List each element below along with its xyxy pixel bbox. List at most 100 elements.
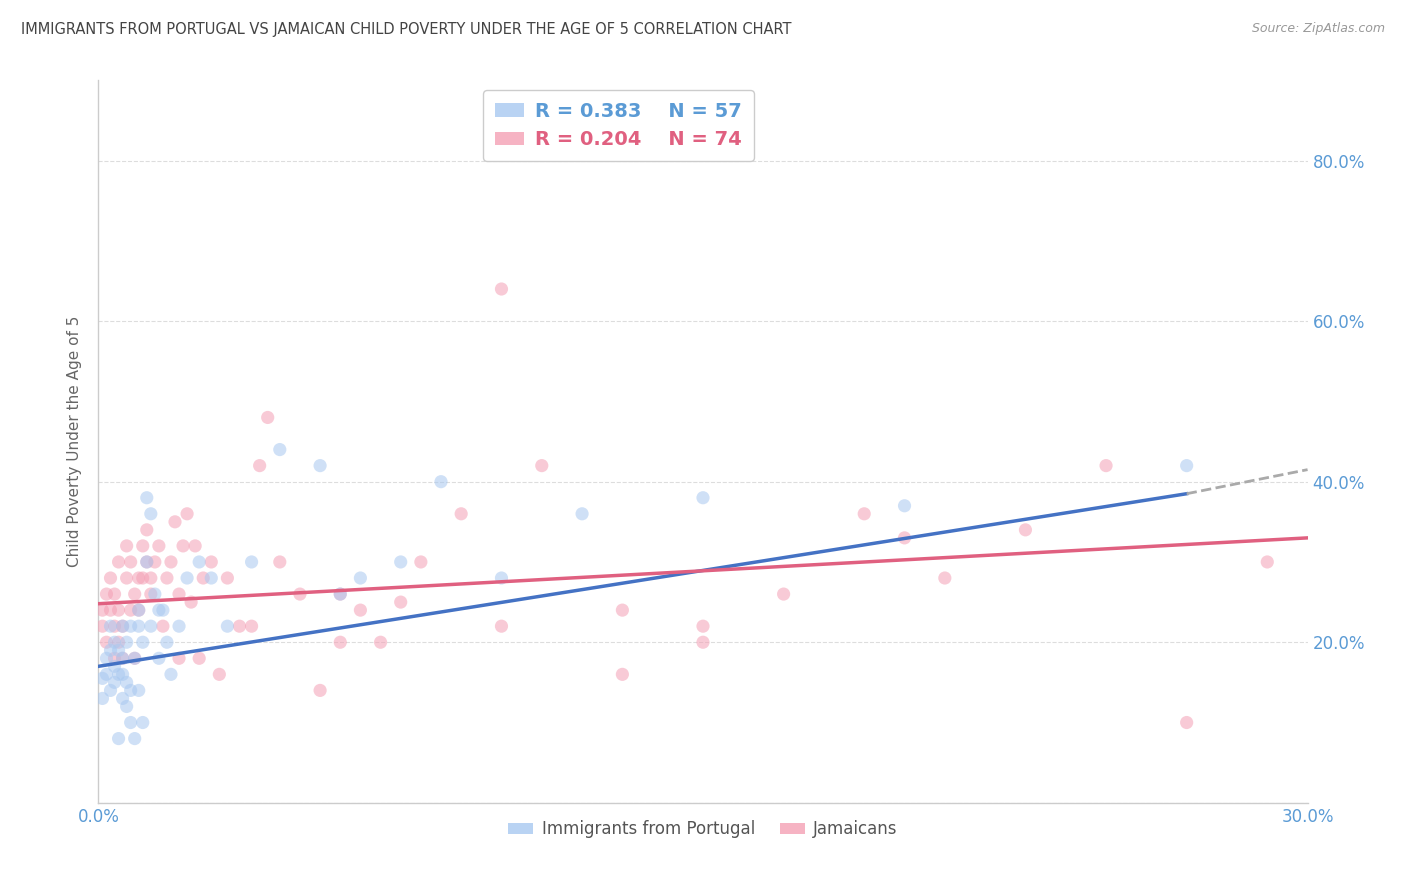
Point [103,635,125,649]
Point [329,587,352,601]
Point [135,555,157,569]
Point [124,651,146,665]
Text: Source: ZipAtlas.com: Source: ZipAtlas.com [1251,22,1385,36]
Point [309,683,332,698]
Point [692,491,714,505]
Point [91,619,114,633]
Point [269,555,291,569]
Point [100,619,122,633]
Point [200,571,222,585]
Point [103,659,125,673]
Point [135,491,157,505]
Point [115,699,138,714]
Point [120,555,142,569]
Point [120,619,142,633]
Point [430,475,453,489]
Point [135,523,157,537]
Point [349,571,371,585]
Point [1095,458,1118,473]
Point [188,555,211,569]
Point [1014,523,1036,537]
Point [139,619,162,633]
Point [370,635,392,649]
Point [288,587,311,601]
Point [1175,715,1198,730]
Point [132,539,155,553]
Point [188,651,211,665]
Point [148,651,170,665]
Point [128,603,150,617]
Point [100,571,122,585]
Point [107,667,129,681]
Point [240,555,263,569]
Point [176,507,198,521]
Point [217,571,239,585]
Point [143,587,166,601]
Point [135,555,157,569]
Point [107,731,129,746]
Point [160,555,183,569]
Point [167,587,190,601]
Point [91,671,114,685]
Point [450,507,472,521]
Point [120,715,142,730]
Point [200,555,222,569]
Point [152,603,174,617]
Point [491,282,513,296]
Point [96,635,118,649]
Text: IMMIGRANTS FROM PORTUGAL VS JAMAICAN CHILD POVERTY UNDER THE AGE OF 5 CORRELATIO: IMMIGRANTS FROM PORTUGAL VS JAMAICAN CHI… [21,22,792,37]
Point [115,675,138,690]
Point [124,731,146,746]
Point [184,539,207,553]
Point [692,635,714,649]
Point [128,603,150,617]
Point [893,499,915,513]
Point [124,587,146,601]
Point [256,410,278,425]
Point [103,651,125,665]
Point [249,458,271,473]
Point [111,691,134,706]
Point [96,651,118,665]
Point [120,603,142,617]
Point [139,507,162,521]
Point [148,603,170,617]
Point [107,603,129,617]
Legend: Immigrants from Portugal, Jamaicans: Immigrants from Portugal, Jamaicans [502,814,904,845]
Point [107,643,129,657]
Point [132,715,155,730]
Point [128,571,150,585]
Point [103,619,125,633]
Point [772,587,794,601]
Point [100,643,122,657]
Point [934,571,956,585]
Point [120,683,142,698]
Point [96,667,118,681]
Point [143,555,166,569]
Point [128,619,150,633]
Point [91,603,114,617]
Point [111,651,134,665]
Point [91,691,114,706]
Point [893,531,915,545]
Point [103,587,125,601]
Point [160,667,183,681]
Point [148,539,170,553]
Point [115,539,138,553]
Y-axis label: Child Poverty Under the Age of 5: Child Poverty Under the Age of 5 [67,316,83,567]
Point [103,675,125,690]
Point [193,571,215,585]
Point [100,603,122,617]
Point [111,619,134,633]
Point [111,667,134,681]
Point [115,635,138,649]
Point [163,515,186,529]
Point [152,619,174,633]
Point [107,635,129,649]
Point [269,442,291,457]
Point [128,683,150,698]
Point [409,555,432,569]
Point [176,571,198,585]
Point [853,507,876,521]
Point [167,651,190,665]
